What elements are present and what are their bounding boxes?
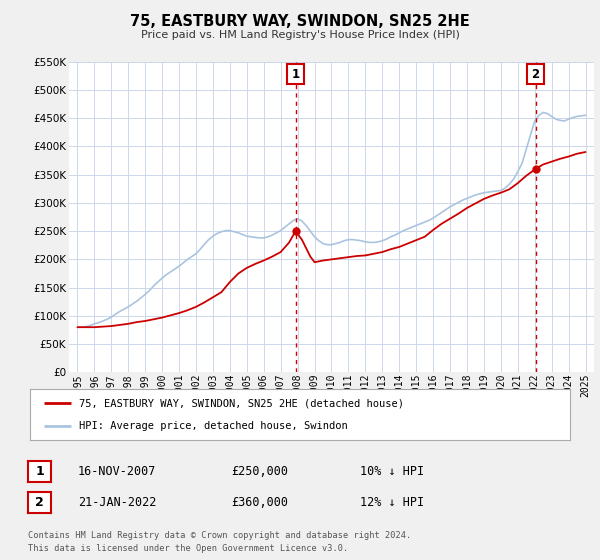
Text: 1: 1	[292, 68, 299, 81]
Text: 16-NOV-2007: 16-NOV-2007	[78, 465, 157, 478]
Text: This data is licensed under the Open Government Licence v3.0.: This data is licensed under the Open Gov…	[28, 544, 349, 553]
Text: Price paid vs. HM Land Registry's House Price Index (HPI): Price paid vs. HM Land Registry's House …	[140, 30, 460, 40]
Text: Contains HM Land Registry data © Crown copyright and database right 2024.: Contains HM Land Registry data © Crown c…	[28, 531, 412, 540]
Text: £360,000: £360,000	[231, 496, 288, 509]
Text: 2: 2	[35, 496, 44, 509]
Text: 75, EASTBURY WAY, SWINDON, SN25 2HE (detached house): 75, EASTBURY WAY, SWINDON, SN25 2HE (det…	[79, 398, 404, 408]
Text: 21-JAN-2022: 21-JAN-2022	[78, 496, 157, 509]
Text: 12% ↓ HPI: 12% ↓ HPI	[360, 496, 424, 509]
Text: 2: 2	[532, 68, 539, 81]
Text: £250,000: £250,000	[231, 465, 288, 478]
Text: HPI: Average price, detached house, Swindon: HPI: Average price, detached house, Swin…	[79, 422, 347, 432]
Text: 10% ↓ HPI: 10% ↓ HPI	[360, 465, 424, 478]
Text: 75, EASTBURY WAY, SWINDON, SN25 2HE: 75, EASTBURY WAY, SWINDON, SN25 2HE	[130, 14, 470, 29]
Text: 1: 1	[35, 465, 44, 478]
